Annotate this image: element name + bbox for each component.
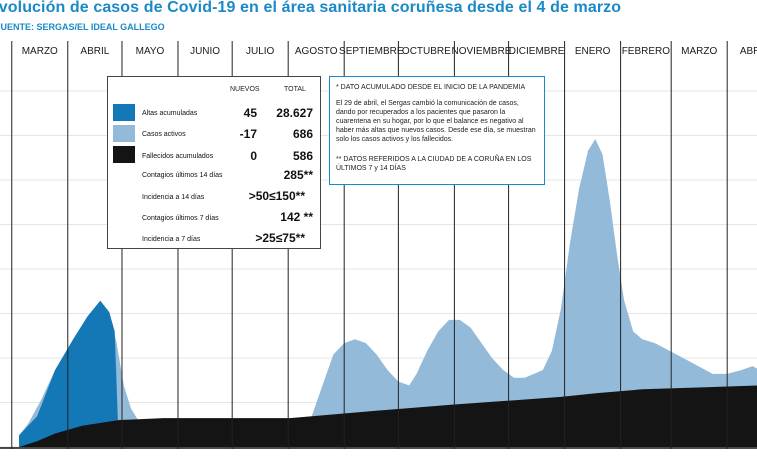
notes-box: * DATO ACUMULADO DESDE EL INICIO DE LA P… [329,76,545,185]
note-cumulative-body: El 29 de abril, el Sergas cambió la comu… [336,100,536,143]
legend-stat-value-7d: 142 ** [280,210,313,224]
month-label: NOVIEMBRE [451,46,511,57]
month-label: SEPTIEMBRE [339,46,404,57]
month-label: ABRIL [740,46,757,57]
month-label: OCTUBRE [402,46,451,57]
legend-total-deceased: 586 [292,149,313,163]
month-band [0,41,757,60]
note-city-data: ** DATOS REFERIDOS A LA CIUDAD DE A CORU… [336,156,532,172]
chart-title: Evolución de casos de Covid-19 en el áre… [0,0,622,16]
series-cumulative-deaths [19,385,757,447]
legend-stat-value-incidence-14d: >50≤150** [248,189,305,203]
legend-stat-value-14d: 285** [283,168,313,182]
legend-stat-label-incidence-14d: Incidencia a 14 días [142,194,205,201]
legend-header-new: NUEVOS [230,86,260,93]
note-cumulative-title: * DATO ACUMULADO DESDE EL INICIO DE LA P… [336,84,526,91]
legend-header-total: TOTAL [284,86,306,93]
month-label: MARZO [681,46,717,57]
series-cumulative-discharges [19,300,119,447]
legend-new-deceased: 0 [250,149,257,163]
legend-label-deceased: Fallecidos acumulados [142,153,214,160]
month-label: AGOSTO [295,46,338,57]
legend-total-discharged: 28.627 [276,106,313,120]
legend-stat-value-incidence-7d: >25≤75** [255,231,305,245]
series-active-cases [19,139,757,447]
month-label: ABRIL [80,46,109,57]
legend-new-discharged: 45 [243,106,257,120]
month-label: MAYO [136,46,165,57]
legend-new-active: -17 [239,127,257,141]
legend-stat-label-14d: Contagios últimos 14 días [142,172,223,179]
month-label: ENERO [575,46,611,57]
month-label: JUNIO [190,46,220,57]
legend-label-active: Casos activos [142,131,186,138]
legend-box: NUEVOS TOTAL Altas acumuladas 45 28.627 … [107,76,321,249]
month-label: DICIEMBRE [509,46,565,57]
legend-swatch-deceased [113,146,135,163]
legend-stat-label-incidence-7d: Incidencia a 7 días [142,236,201,243]
chart-source: FUENTE: SERGAS/EL IDEAL GALLEGO [0,22,165,32]
month-label: MARZO [22,46,58,57]
legend-swatch-discharged [113,104,135,121]
legend-swatch-active [113,125,135,142]
month-label: JULIO [246,46,275,57]
legend-total-active: 686 [292,127,313,141]
month-label: FEBRERO [622,46,671,57]
legend-stat-label-7d: Contagios últimos 7 días [142,215,219,222]
legend-label-discharged: Altas acumuladas [142,110,198,117]
